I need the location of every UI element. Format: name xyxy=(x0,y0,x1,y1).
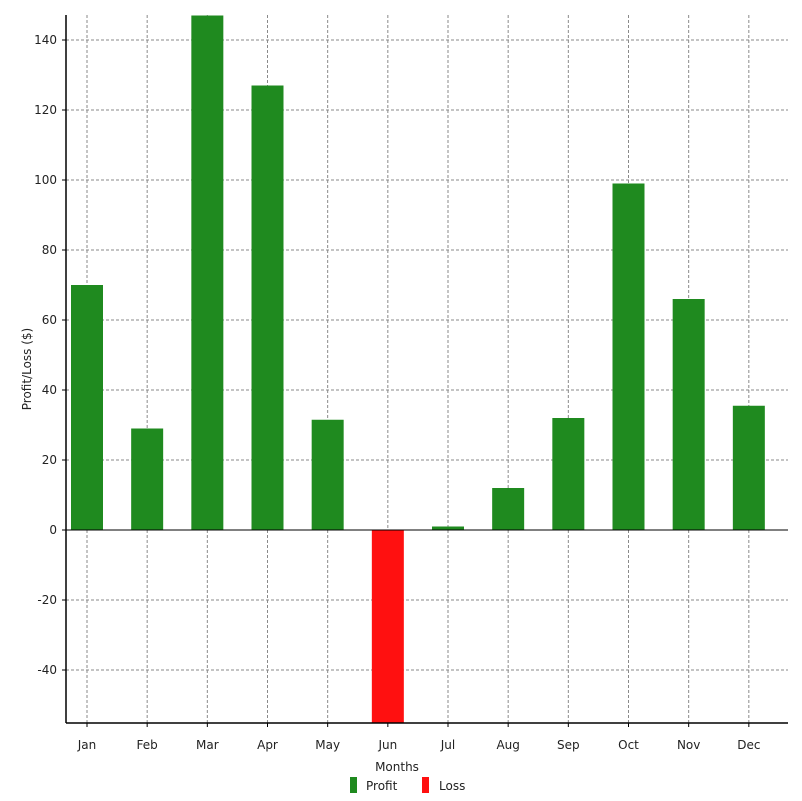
bar-loss xyxy=(371,530,404,723)
x-tick-label: May xyxy=(315,738,340,752)
legend: Profit Loss xyxy=(350,777,465,793)
bar-profit xyxy=(432,526,464,530)
bar-profit xyxy=(71,285,103,530)
x-axis-title: Months xyxy=(375,760,419,774)
x-tick-label: Jan xyxy=(77,738,97,752)
x-tick-label: Feb xyxy=(137,738,158,752)
x-tick-label: Jul xyxy=(440,738,455,752)
y-axis-title: Profit/Loss ($) xyxy=(20,328,34,410)
y-tick-label: -20 xyxy=(37,593,57,607)
bar-profit xyxy=(191,15,224,530)
legend-label-profit: Profit xyxy=(366,779,398,793)
y-tick-label: -40 xyxy=(37,663,57,677)
y-tick-label: 80 xyxy=(42,243,57,257)
bar-profit xyxy=(492,488,525,530)
x-tick-label: Mar xyxy=(196,738,219,752)
x-ticks: Jan Feb Mar Apr May Jun Jul Aug Sep Oct Nov Dec xyxy=(77,723,760,752)
y-ticks: 140 120 100 80 60 40 20 0 -20 -40 xyxy=(34,33,66,677)
bars xyxy=(66,15,788,723)
x-tick-label: Jun xyxy=(377,738,397,752)
y-tick-label: 100 xyxy=(34,173,57,187)
bar-profit xyxy=(612,183,645,530)
x-tick-label: Dec xyxy=(737,738,760,752)
x-tick-label: Oct xyxy=(618,738,639,752)
legend-label-loss: Loss xyxy=(439,779,465,793)
x-tick-label: Aug xyxy=(496,738,519,752)
axes xyxy=(65,15,788,724)
bar-profit xyxy=(732,405,765,530)
bar-profit xyxy=(251,85,284,530)
y-tick-label: 40 xyxy=(42,383,57,397)
bar-profit xyxy=(552,418,585,530)
legend-swatch-profit xyxy=(350,777,357,793)
bar-profit xyxy=(672,299,705,530)
legend-swatch-loss xyxy=(422,777,429,793)
bar-profit xyxy=(311,419,344,530)
y-tick-label: 0 xyxy=(49,523,57,537)
y-tick-label: 60 xyxy=(42,313,57,327)
y-tick-label: 20 xyxy=(42,453,57,467)
x-tick-label: Sep xyxy=(557,738,580,752)
bar-profit xyxy=(131,428,164,530)
y-tick-label: 140 xyxy=(34,33,57,47)
y-tick-label: 120 xyxy=(34,103,57,117)
x-tick-label: Apr xyxy=(257,738,278,752)
x-tick-label: Nov xyxy=(677,738,700,752)
